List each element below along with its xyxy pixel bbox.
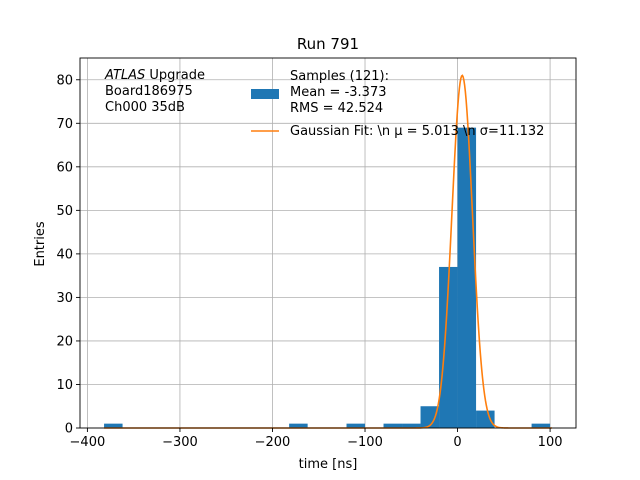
x-tick-label: −200 <box>255 435 291 450</box>
y-axis-label: Entries <box>33 221 48 267</box>
plot-frame <box>79 57 577 429</box>
histogram-bar <box>346 423 366 428</box>
y-tick-label: 70 <box>56 117 73 132</box>
chart-title: Run 791 <box>297 35 359 53</box>
y-tick-label: 20 <box>56 334 73 349</box>
histogram-bar <box>383 423 403 428</box>
y-tick-label: 0 <box>65 422 73 437</box>
y-tick-label: 60 <box>56 160 73 175</box>
histogram-bar <box>104 423 123 428</box>
histogram-bar <box>420 406 440 428</box>
atlas-annotation: ATLAS Upgrade Board186975 Ch000 35dB <box>104 68 205 115</box>
histogram-bar <box>531 423 551 428</box>
grid <box>80 58 576 429</box>
x-tick-label: −100 <box>347 435 383 450</box>
y-tick-label: 50 <box>56 204 73 219</box>
legend-hist-label: Mean = -3.373 <box>290 85 386 100</box>
y-tick-label: 10 <box>56 378 73 393</box>
legend-hist-label: Samples (121): <box>290 69 389 84</box>
annotation-line: ATLAS Upgrade <box>104 68 205 83</box>
histogram-bar <box>457 127 477 428</box>
annotation-line: Ch000 35dB <box>105 100 185 115</box>
x-tick-label: −400 <box>70 435 106 450</box>
x-axis-label: time [ns] <box>299 457 358 472</box>
x-tick-label: 0 <box>453 435 461 450</box>
y-tick-label: 80 <box>56 73 73 88</box>
legend-hist-label: RMS = 42.524 <box>290 101 383 116</box>
legend-hist-swatch <box>251 89 279 99</box>
histogram-bar <box>402 423 421 428</box>
histogram-bar <box>439 266 458 428</box>
annotation-line: Board186975 <box>105 84 193 99</box>
histogram-bar <box>476 410 495 428</box>
histogram-bar <box>289 423 308 428</box>
x-tick-label: −300 <box>162 435 198 450</box>
y-tick-label: 40 <box>56 247 73 262</box>
axis-ticks: −400 −300 −200 −100 0 100 0 10 20 30 40 50 60 70 80 <box>56 73 562 450</box>
y-tick-label: 30 <box>56 291 73 306</box>
x-tick-label: 100 <box>538 435 563 450</box>
legend: Samples (121): Mean = -3.373 RMS = 42.52… <box>251 69 544 139</box>
legend-fit-label: Gaussian Fit: \n μ = 5.013 \n σ=11.132 <box>290 124 544 139</box>
